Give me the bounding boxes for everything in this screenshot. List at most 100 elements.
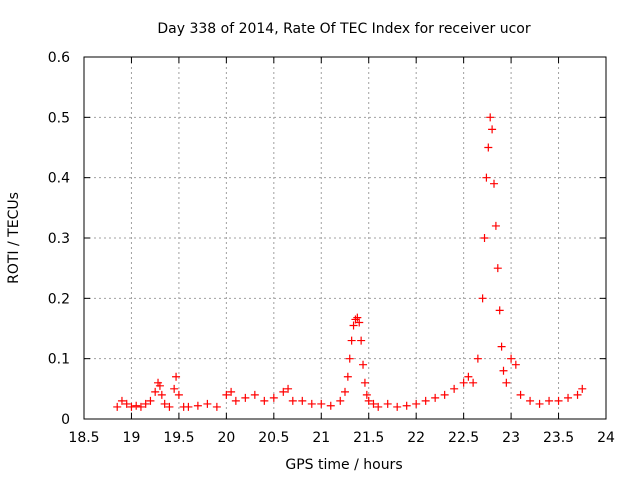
data-point (578, 384, 587, 393)
data-point (473, 354, 482, 363)
data-point (355, 318, 364, 327)
data-point (122, 399, 131, 408)
data-point (231, 396, 240, 405)
data-point (269, 393, 278, 402)
data-point (288, 396, 297, 405)
data-point (362, 390, 371, 399)
data-point (151, 387, 160, 396)
data-point (402, 401, 411, 410)
data-point (136, 402, 145, 411)
data-point (393, 402, 402, 411)
data-point (480, 234, 489, 242)
data-point (347, 336, 356, 345)
data-point (241, 393, 250, 402)
data-point (469, 378, 478, 387)
data-point (364, 396, 373, 405)
x-tick-label: 22 (407, 430, 425, 446)
y-tick-label: 0.1 (48, 352, 70, 368)
data-point (146, 396, 155, 405)
data-point (573, 390, 582, 399)
y-tick-label: 0.4 (48, 171, 70, 187)
data-point (279, 387, 288, 396)
data-point (141, 399, 150, 408)
data-point (359, 360, 368, 369)
x-tick-label: 21 (312, 430, 330, 446)
data-point (250, 390, 259, 399)
data-point (165, 402, 174, 411)
y-tick-label: 0.3 (48, 231, 70, 247)
data-point (336, 396, 345, 405)
data-point (160, 399, 169, 408)
data-point (535, 399, 544, 408)
data-point (222, 390, 231, 399)
grid (84, 57, 606, 419)
data-point (499, 366, 508, 375)
data-point (421, 396, 430, 405)
data-point (511, 360, 520, 369)
data-point (284, 384, 293, 393)
data-point (227, 387, 236, 396)
data-point (260, 396, 269, 405)
data-point (502, 378, 511, 387)
data-point (440, 390, 449, 399)
data-point (486, 113, 495, 122)
data-point (298, 396, 307, 405)
data-point (507, 354, 516, 363)
data-point (117, 396, 126, 405)
data-point (127, 402, 136, 411)
data-point (369, 399, 378, 408)
data-point (345, 354, 354, 363)
data-point (459, 378, 468, 387)
data-points (113, 113, 587, 411)
x-tick-label: 19.5 (163, 430, 194, 446)
data-point (212, 402, 221, 411)
data-point (357, 336, 366, 345)
x-tick-label: 18.5 (68, 430, 99, 446)
x-tick-label: 22.5 (448, 430, 479, 446)
data-point (349, 321, 358, 330)
y-tick-label: 0.6 (48, 50, 70, 66)
chart-title: Day 338 of 2014, Rate Of TEC Index for r… (157, 21, 531, 37)
data-point (341, 387, 349, 396)
data-point (450, 384, 459, 393)
data-point (174, 390, 183, 399)
data-point (343, 372, 352, 381)
data-point (307, 399, 316, 408)
data-point (497, 342, 506, 351)
data-point (317, 399, 326, 408)
data-point (464, 372, 473, 381)
y-tick-label: 0.5 (48, 110, 70, 126)
data-point (383, 399, 392, 408)
plot-frame (83, 56, 607, 420)
data-point (155, 381, 164, 390)
y-axis-label: ROTI / TECUs (6, 192, 22, 284)
x-tick-label: 23 (502, 430, 520, 446)
data-point (516, 390, 525, 399)
data-point (172, 372, 181, 381)
x-tick-label: 21.5 (353, 430, 384, 446)
x-tick-label: 19 (123, 430, 141, 446)
data-point (478, 294, 487, 303)
x-tick-labels: 18.5 19 19.5 20 20.5 21 21.5 22 22.5 23 23.5 24 (68, 430, 615, 446)
data-point (488, 125, 497, 134)
data-point (203, 399, 212, 408)
data-point (412, 399, 421, 408)
data-point (545, 396, 554, 405)
data-point (554, 396, 563, 405)
data-point (484, 143, 493, 152)
x-axis-label: GPS time / hours (285, 457, 402, 473)
data-point (482, 173, 491, 182)
data-point (326, 401, 335, 410)
data-point (184, 402, 193, 411)
y-tick-label: 0 (61, 412, 70, 428)
x-tick-label: 20.5 (258, 430, 289, 446)
data-point (170, 384, 179, 393)
data-point (157, 390, 166, 399)
x-tick-label: 20 (217, 430, 235, 446)
data-point (132, 401, 141, 410)
data-point (491, 221, 500, 230)
data-point (493, 264, 502, 273)
data-point (490, 179, 499, 188)
data-point (564, 393, 573, 402)
